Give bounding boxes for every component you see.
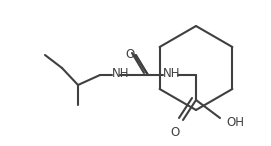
Text: O: O bbox=[170, 126, 180, 139]
Text: NH: NH bbox=[112, 67, 130, 80]
Text: O: O bbox=[125, 48, 135, 61]
Text: NH: NH bbox=[163, 67, 180, 80]
Text: OH: OH bbox=[226, 115, 244, 128]
